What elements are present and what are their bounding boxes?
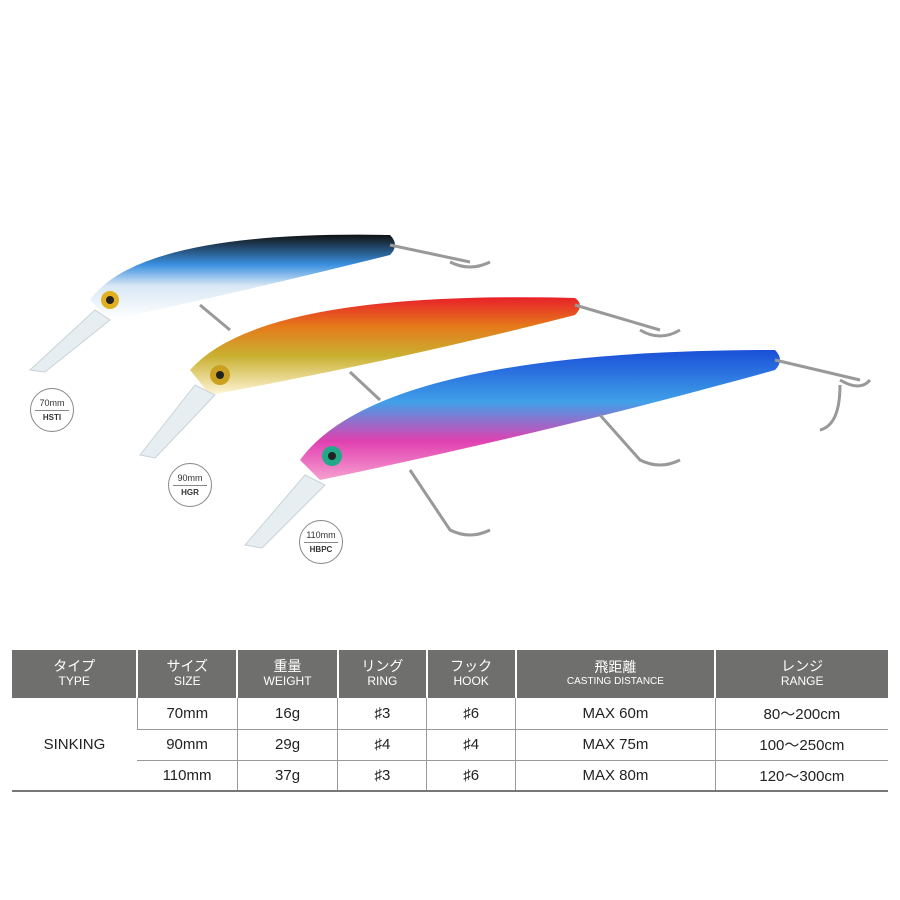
cell: ♯6	[426, 698, 516, 730]
header-type: タイプ TYPE	[12, 650, 138, 698]
cell: ♯3	[337, 760, 427, 792]
lure-badge-110mm: 110mm HBPC	[299, 520, 343, 564]
cell: 16g	[236, 698, 338, 730]
cell: 120～300cm	[714, 760, 888, 792]
cell: 29g	[236, 729, 338, 761]
lure-70mm	[28, 234, 491, 373]
lure-badge-70mm: 70mm HSTI	[30, 388, 74, 432]
table-row: 110mm 37g ♯3 ♯6 MAX 80m 120～300cm	[12, 760, 888, 792]
header-casting-distance: 飛距離 CASTING DISTANCE	[514, 650, 716, 698]
header-row: タイプ TYPE サイズ SIZE 重量 WEIGHT リング RING フック HOOK…	[12, 650, 888, 698]
cell: MAX 60m	[515, 698, 716, 730]
cell: 80～200cm	[714, 698, 888, 730]
header-weight: 重量 WEIGHT	[236, 650, 338, 698]
cell: ♯6	[426, 760, 516, 792]
cell: 110mm	[137, 760, 238, 792]
cell: 90mm	[137, 729, 238, 761]
spec-table: タイプ TYPE サイズ SIZE 重量 WEIGHT リング RING フック HOOK…	[12, 650, 888, 792]
type-cell: SINKING	[12, 698, 138, 792]
cell: 70mm	[136, 698, 238, 730]
lure-images	[28, 234, 872, 549]
cell: 100～250cm	[714, 729, 888, 761]
table-row: SINKING 70mm 16g ♯3 ♯6 MAX 60m 80～200cm	[12, 698, 888, 792]
header-size: サイズ SIZE	[136, 650, 238, 698]
cell: ♯3	[337, 698, 427, 730]
header-hook: フック HOOK	[425, 650, 516, 698]
cell: 37g	[236, 760, 338, 792]
lure-badge-90mm: 90mm HGR	[168, 463, 212, 507]
lure-110mm	[244, 350, 872, 549]
cell: MAX 80m	[515, 760, 716, 792]
header-range: レンジ RANGE	[714, 650, 888, 698]
cell: ♯4	[337, 729, 427, 761]
header-ring: リング RING	[336, 650, 427, 698]
lure-90mm	[139, 297, 681, 459]
table-row: 90mm 29g ♯4 ♯4 MAX 75m 100～250cm	[12, 729, 888, 761]
cell: MAX 75m	[515, 729, 716, 761]
cell: ♯4	[426, 729, 516, 761]
